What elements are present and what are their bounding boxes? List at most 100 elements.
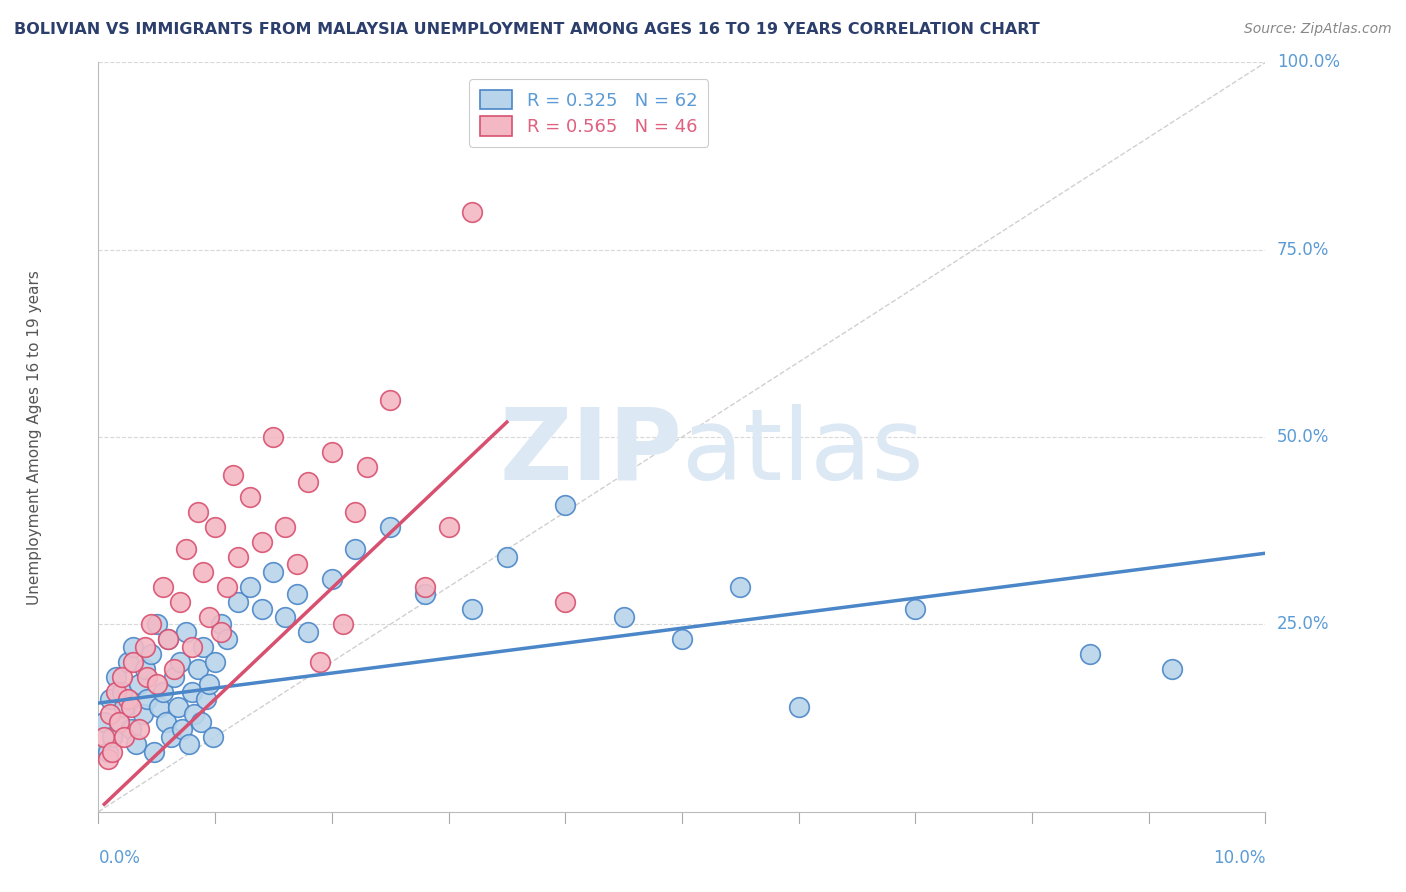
Point	[97, 752, 120, 766]
Point	[93, 714, 115, 729]
Point	[671, 632, 693, 647]
Point	[297, 475, 319, 489]
Point	[163, 662, 186, 676]
Point	[904, 602, 927, 616]
Point	[136, 692, 159, 706]
Point	[128, 723, 150, 737]
Point	[120, 699, 142, 714]
Text: BOLIVIAN VS IMMIGRANTS FROM MALAYSIA UNEMPLOYMENT AMONG AGES 16 TO 19 YEARS CORR: BOLIVIAN VS IMMIGRANTS FROM MALAYSIA UNE…	[14, 22, 1040, 37]
Point	[187, 662, 209, 676]
Point	[98, 707, 121, 722]
Point	[250, 602, 273, 616]
Point	[155, 714, 177, 729]
Point	[180, 685, 202, 699]
Point	[198, 677, 221, 691]
Point	[554, 595, 576, 609]
Point	[297, 624, 319, 639]
Point	[413, 587, 436, 601]
Point	[104, 670, 127, 684]
Point	[239, 490, 262, 504]
Point	[180, 640, 202, 654]
Point	[146, 617, 169, 632]
Text: ZIP: ZIP	[499, 403, 682, 500]
Point	[204, 520, 226, 534]
Point	[152, 685, 174, 699]
Point	[194, 692, 217, 706]
Point	[128, 677, 150, 691]
Point	[461, 602, 484, 616]
Point	[332, 617, 354, 632]
Point	[198, 610, 221, 624]
Point	[190, 714, 212, 729]
Point	[183, 707, 205, 722]
Point	[112, 730, 135, 744]
Point	[111, 670, 134, 684]
Point	[148, 699, 170, 714]
Point	[117, 692, 139, 706]
Point	[263, 430, 285, 444]
Point	[117, 655, 139, 669]
Text: 75.0%: 75.0%	[1277, 241, 1330, 259]
Point	[122, 655, 145, 669]
Point	[152, 580, 174, 594]
Point	[496, 549, 519, 564]
Point	[101, 745, 124, 759]
Point	[321, 573, 343, 587]
Point	[437, 520, 460, 534]
Point	[228, 595, 250, 609]
Point	[209, 624, 232, 639]
Point	[1080, 648, 1102, 662]
Point	[344, 505, 367, 519]
Point	[146, 677, 169, 691]
Text: 0.0%: 0.0%	[98, 849, 141, 867]
Point	[209, 617, 232, 632]
Point	[461, 205, 484, 219]
Point	[139, 648, 162, 662]
Text: 10.0%: 10.0%	[1213, 849, 1265, 867]
Point	[122, 640, 145, 654]
Point	[174, 542, 197, 557]
Text: 50.0%: 50.0%	[1277, 428, 1330, 446]
Point	[157, 632, 180, 647]
Point	[112, 699, 135, 714]
Point	[344, 542, 367, 557]
Point	[274, 520, 297, 534]
Point	[172, 723, 194, 737]
Point	[613, 610, 636, 624]
Point	[787, 699, 810, 714]
Text: Unemployment Among Ages 16 to 19 years: Unemployment Among Ages 16 to 19 years	[27, 269, 42, 605]
Text: atlas: atlas	[682, 403, 924, 500]
Point	[104, 685, 127, 699]
Point	[163, 670, 186, 684]
Legend: R = 0.325   N = 62, R = 0.565   N = 46: R = 0.325 N = 62, R = 0.565 N = 46	[470, 79, 709, 146]
Point	[193, 565, 215, 579]
Point	[274, 610, 297, 624]
Point	[93, 730, 115, 744]
Point	[285, 587, 308, 601]
Point	[187, 505, 209, 519]
Point	[111, 685, 134, 699]
Point	[1161, 662, 1184, 676]
Point	[356, 460, 378, 475]
Point	[285, 558, 308, 572]
Point	[136, 670, 159, 684]
Point	[143, 745, 166, 759]
Text: Source: ZipAtlas.com: Source: ZipAtlas.com	[1244, 22, 1392, 37]
Point	[554, 498, 576, 512]
Point	[380, 392, 402, 407]
Point	[134, 640, 156, 654]
Point	[166, 699, 188, 714]
Point	[215, 580, 238, 594]
Point	[321, 445, 343, 459]
Point	[204, 655, 226, 669]
Point	[201, 730, 224, 744]
Point	[169, 595, 191, 609]
Point	[169, 655, 191, 669]
Point	[108, 714, 131, 729]
Point	[139, 617, 162, 632]
Point	[125, 737, 148, 751]
Point	[120, 723, 142, 737]
Point	[730, 580, 752, 594]
Point	[228, 549, 250, 564]
Point	[97, 745, 120, 759]
